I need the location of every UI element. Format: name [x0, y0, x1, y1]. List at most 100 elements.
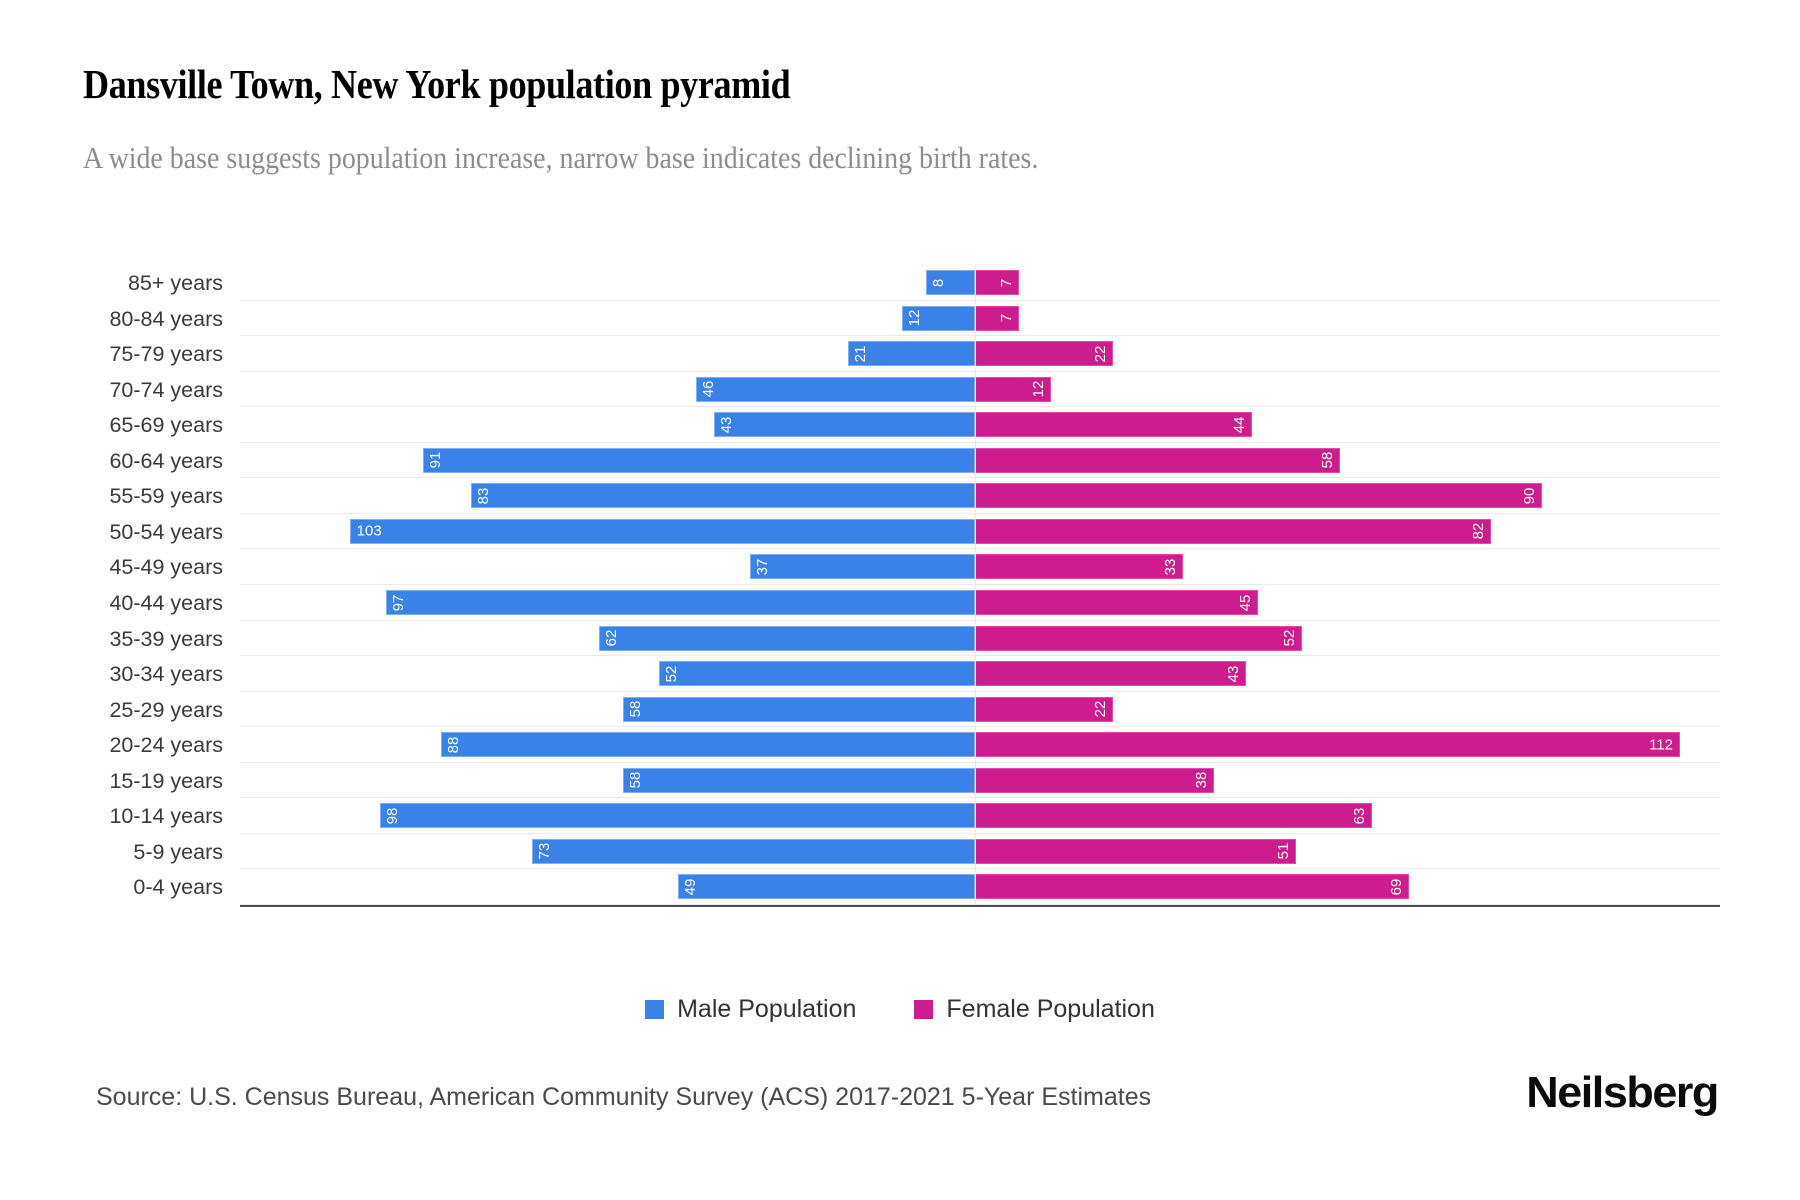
gridline — [240, 370, 1720, 372]
page-subtitle: A wide base suggests population increase… — [83, 140, 1039, 175]
bar-value-female: 52 — [1281, 629, 1299, 647]
y-axis-label: 45-49 years — [109, 555, 223, 580]
gridline — [240, 619, 1720, 621]
pyramid-row: 55-59 years 83 90 — [109, 478, 1720, 514]
gridline — [240, 868, 1720, 870]
center-axis-line — [975, 265, 976, 905]
y-axis-label: 75-79 years — [109, 342, 223, 367]
gridline — [240, 299, 1720, 301]
bar-male[interactable]: 12 — [902, 305, 975, 331]
bar-male[interactable]: 37 — [750, 554, 975, 580]
pyramid-row: 65-69 years 43 44 — [109, 407, 1720, 443]
bar-female[interactable]: 22 — [975, 696, 1114, 722]
chart-legend: Male Population Female Population — [0, 995, 1800, 1024]
bar-male[interactable]: 8 — [926, 270, 975, 295]
bar-male[interactable]: 88 — [440, 732, 975, 758]
pyramid-row: 5-9 years 73 51 — [133, 834, 1720, 870]
pyramid-row: 40-44 years 97 45 — [109, 585, 1720, 621]
bar-male[interactable]: 58 — [622, 767, 975, 793]
bar-value-male: 46 — [699, 380, 717, 398]
bar-value-male: 91 — [426, 451, 444, 469]
pyramid-row: 70-74 years 46 12 — [109, 372, 1720, 408]
pyramid-row: 50-54 years 103 82 — [109, 514, 1720, 550]
population-pyramid-plot: 85+ years 8 7 80-84 years 12 7 75-79 years 21 22… — [109, 265, 1720, 907]
bar-female[interactable]: 12 — [975, 376, 1051, 402]
bar-male[interactable]: 58 — [622, 696, 975, 722]
bar-female[interactable]: 33 — [975, 554, 1183, 580]
pyramid-rows: 85+ years 8 7 80-84 years 12 7 75-79 years 21 22… — [109, 265, 1720, 905]
bar-male[interactable]: 91 — [422, 447, 975, 473]
gridline — [240, 335, 1720, 337]
gridline — [240, 512, 1720, 514]
pyramid-row: 10-14 years 98 63 — [109, 798, 1720, 834]
bar-value-male: 49 — [681, 878, 699, 896]
gridline — [240, 690, 1720, 692]
bar-value-female: 12 — [1029, 380, 1047, 398]
bar-value-female: 112 — [1649, 736, 1673, 754]
y-axis-label: 0-4 years — [133, 875, 223, 900]
y-axis-label: 25-29 years — [109, 697, 223, 722]
bar-female[interactable]: 52 — [975, 625, 1303, 651]
bar-male[interactable]: 49 — [677, 874, 975, 900]
bar-female[interactable]: 82 — [975, 518, 1492, 544]
bar-value-female: 7 — [998, 278, 1016, 287]
bar-female[interactable]: 43 — [975, 661, 1246, 687]
gridline — [240, 904, 1720, 905]
bar-male[interactable]: 103 — [349, 518, 975, 544]
bar-male[interactable]: 62 — [598, 625, 975, 651]
bar-female[interactable]: 112 — [975, 732, 1680, 758]
y-axis-label: 35-39 years — [109, 626, 223, 651]
bar-female[interactable]: 7 — [975, 270, 1020, 295]
bar-value-female: 58 — [1319, 451, 1337, 469]
x-axis-baseline — [240, 905, 1720, 907]
gridline — [240, 797, 1720, 799]
bar-male[interactable]: 83 — [471, 483, 975, 509]
pyramid-row: 0-4 years 49 69 — [133, 869, 1720, 905]
y-axis-label: 60-64 years — [109, 448, 223, 473]
bar-male[interactable]: 52 — [659, 661, 975, 687]
bar-female[interactable]: 51 — [975, 838, 1297, 864]
y-axis-label: 85+ years — [127, 271, 223, 295]
legend-swatch-male-icon — [645, 1000, 665, 1019]
pyramid-row: 35-39 years 62 52 — [109, 621, 1720, 657]
pyramid-row: 15-19 years 58 38 — [109, 763, 1720, 799]
pyramid-row: 30-34 years 52 43 — [109, 656, 1720, 692]
pyramid-row: 80-84 years 12 7 — [109, 301, 1720, 337]
bar-value-male: 83 — [475, 487, 493, 505]
bar-female[interactable]: 38 — [975, 767, 1215, 793]
legend-label-male: Male Population — [677, 995, 857, 1023]
bar-male[interactable]: 73 — [531, 838, 975, 864]
bar-female[interactable]: 45 — [975, 590, 1259, 615]
bar-female[interactable]: 58 — [975, 447, 1341, 473]
bar-value-male: 12 — [906, 309, 924, 327]
bar-male[interactable]: 43 — [713, 412, 975, 438]
bar-value-female: 63 — [1350, 807, 1368, 825]
y-axis-label: 80-84 years — [109, 306, 223, 331]
legend-item-female[interactable]: Female Population — [914, 995, 1155, 1024]
bar-value-male: 97 — [390, 594, 408, 611]
bar-male[interactable]: 21 — [847, 341, 975, 367]
bar-male[interactable]: 98 — [380, 803, 975, 829]
bar-value-male: 58 — [626, 771, 644, 789]
gridline — [240, 761, 1720, 763]
bar-female[interactable]: 44 — [975, 412, 1252, 438]
bar-female[interactable]: 22 — [975, 341, 1114, 367]
bar-value-female: 7 — [998, 313, 1016, 323]
bar-male[interactable]: 97 — [386, 590, 975, 615]
bar-male[interactable]: 46 — [695, 376, 975, 402]
legend-label-female: Female Population — [946, 995, 1155, 1023]
y-axis-label: 10-14 years — [109, 804, 223, 829]
gridline — [240, 832, 1720, 834]
bar-value-male: 62 — [602, 629, 620, 647]
legend-item-male[interactable]: Male Population — [645, 995, 856, 1024]
pyramid-row: 60-64 years 91 58 — [109, 443, 1720, 479]
bar-female[interactable]: 63 — [975, 803, 1372, 829]
bar-value-male: 52 — [663, 665, 681, 682]
gridline — [240, 548, 1720, 550]
bar-value-female: 51 — [1275, 843, 1293, 860]
bar-female[interactable]: 7 — [975, 305, 1020, 331]
bar-value-female: 44 — [1230, 416, 1248, 434]
bar-female[interactable]: 90 — [975, 483, 1542, 509]
bar-female[interactable]: 69 — [975, 874, 1410, 900]
bar-value-male: 88 — [444, 736, 462, 754]
